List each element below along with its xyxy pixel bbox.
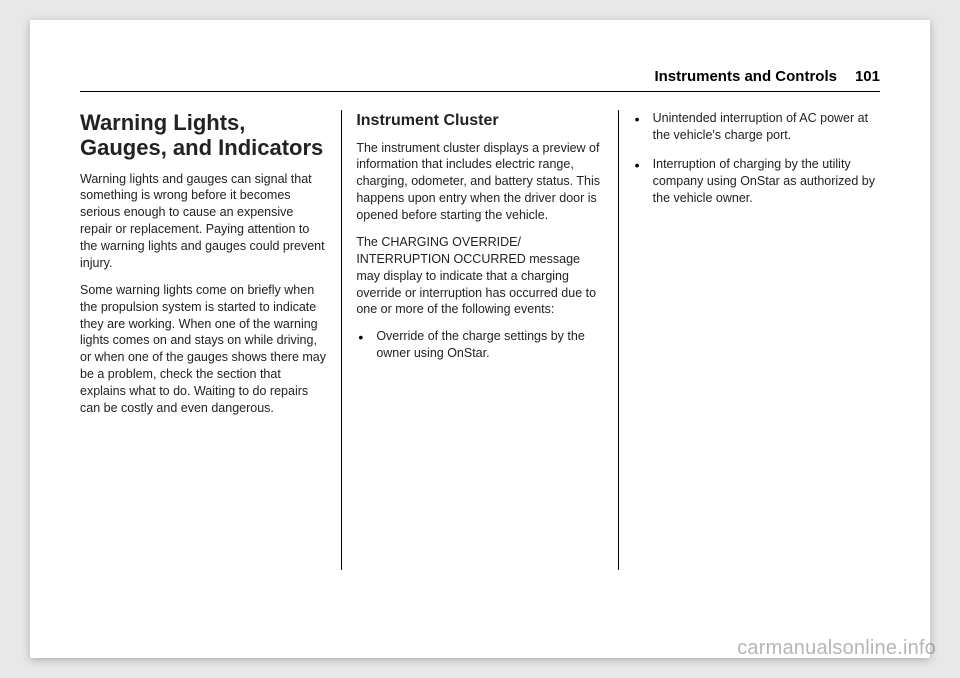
column-2: Instrument Cluster The instrument cluste… bbox=[341, 110, 617, 570]
col2-heading: Instrument Cluster bbox=[356, 110, 603, 132]
col2-bullet-list: Override of the charge settings by the o… bbox=[356, 328, 603, 362]
watermark-text: carmanualsonline.info bbox=[737, 637, 936, 660]
col3-bullet-1: Unintended interruption of AC power at t… bbox=[633, 110, 880, 144]
manual-page: Instruments and Controls 101 Warning Lig… bbox=[30, 20, 930, 658]
col3-bullet-list: Unintended interruption of AC power at t… bbox=[633, 110, 880, 206]
header-section-title: Instruments and Controls bbox=[654, 68, 837, 85]
header-page-number: 101 bbox=[855, 68, 880, 85]
col3-bullet-2: Interruption of charging by the utility … bbox=[633, 156, 880, 207]
column-3: Unintended interruption of AC power at t… bbox=[618, 110, 880, 570]
column-1: Warning Lights, Gauges, and Indicators W… bbox=[80, 110, 341, 570]
content-columns: Warning Lights, Gauges, and Indicators W… bbox=[80, 110, 880, 570]
col1-heading: Warning Lights, Gauges, and Indicators bbox=[80, 110, 327, 161]
col2-paragraph-2: The CHARGING OVERRIDE/ INTERRUPTION OCCU… bbox=[356, 234, 603, 318]
col1-paragraph-2: Some warning lights come on briefly when… bbox=[80, 282, 327, 417]
page-header: Instruments and Controls 101 bbox=[80, 68, 880, 92]
col2-bullet-1: Override of the charge settings by the o… bbox=[356, 328, 603, 362]
col1-paragraph-1: Warning lights and gauges can signal tha… bbox=[80, 171, 327, 272]
col2-paragraph-1: The instrument cluster displays a previe… bbox=[356, 140, 603, 224]
